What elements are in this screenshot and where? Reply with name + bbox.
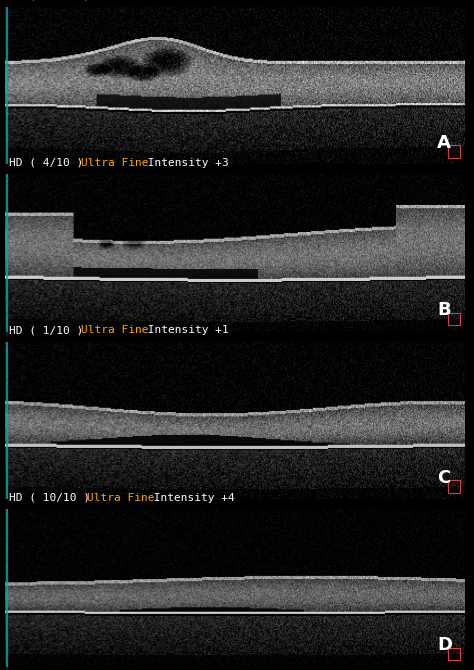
- Text: Intensity +3: Intensity +3: [141, 158, 228, 168]
- Text: HD ( 4/10 ): HD ( 4/10 ): [9, 158, 91, 168]
- Text: HD ( 1/10 ): HD ( 1/10 ): [9, 326, 91, 336]
- Text: Ultra Fine: Ultra Fine: [81, 158, 148, 168]
- Text: Intensity +1: Intensity +1: [141, 326, 228, 336]
- Text: A: A: [437, 133, 451, 151]
- Text: B: B: [437, 301, 451, 319]
- Text: D: D: [437, 636, 452, 654]
- Text: HD ( 10/10 ): HD ( 10/10 ): [9, 493, 97, 503]
- Text: Ultra Fine: Ultra Fine: [87, 493, 155, 503]
- Text: C: C: [437, 468, 450, 486]
- Text: Ultra Fine: Ultra Fine: [81, 326, 148, 336]
- Text: Intensity +4: Intensity +4: [147, 493, 235, 503]
